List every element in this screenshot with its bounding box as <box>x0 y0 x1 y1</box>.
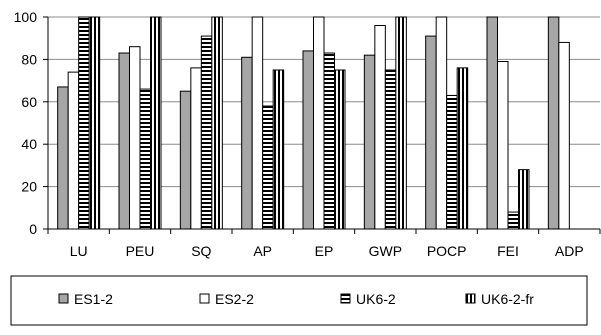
bar-UK6-2-fr-AP <box>272 69 285 230</box>
legend: ES1-2 ES2-2 UK6-2 UK6-2-fr <box>10 275 588 326</box>
y-tick-label: 80 <box>21 51 37 67</box>
bar-UK6-2-PEU <box>139 88 151 230</box>
x-tick-label: AP <box>253 243 272 259</box>
bar-UK6-2-POCP <box>446 94 458 230</box>
bar-ES1-2-FEI <box>486 16 498 230</box>
y-tick-label: 60 <box>21 94 37 110</box>
x-tick-label: SQ <box>191 243 211 259</box>
bar-UK6-2-fr-LU <box>88 16 101 230</box>
bar-ES1-2-LU <box>57 86 69 230</box>
axes: 0 20 40 60 80 100 LU PEU SQ AP EP GWP POCP FEI ADP <box>14 9 601 259</box>
bar-ES1-2-EP <box>302 50 314 230</box>
legend-label: ES1-2 <box>74 291 113 307</box>
y-tick-label: 40 <box>21 136 37 152</box>
x-tick-label: FEI <box>497 243 519 259</box>
x-tick-label: ADP <box>555 243 584 259</box>
bar-UK6-2-FEI <box>507 211 519 230</box>
legend-box <box>10 275 588 326</box>
legend-label: UK6-2 <box>356 291 396 307</box>
x-tick-label: LU <box>70 243 88 259</box>
bar-UK6-2-fr-PEU <box>150 16 162 230</box>
bar-ES1-2-AP <box>241 56 253 230</box>
bar-ES2-2-LU <box>67 71 80 230</box>
bar-ES2-2-FEI <box>497 61 509 230</box>
bar-ES2-2-PEU <box>129 46 141 230</box>
bars <box>57 16 570 230</box>
y-tick-label: 20 <box>21 179 37 195</box>
bar-UK6-2-fr-EP <box>334 69 346 230</box>
legend-swatch-UK6-2 <box>340 293 351 304</box>
bar-UK6-2-fr-POCP <box>456 67 469 230</box>
bar-ES2-2-GWP <box>374 24 386 230</box>
bar-UK6-2-fr-FEI <box>518 169 530 230</box>
bar-UK6-2-fr-SQ <box>211 16 223 230</box>
bar-ES1-2-ADP <box>547 16 560 230</box>
bar-ES1-2-PEU <box>118 52 130 230</box>
bar-ES1-2-SQ <box>179 90 192 230</box>
bar-UK6-2-GWP <box>384 69 397 230</box>
bar-ES1-2-POCP <box>425 35 437 230</box>
x-tick-label: GWP <box>369 243 402 259</box>
legend-label: ES2-2 <box>215 291 254 307</box>
x-tick-label: PEU <box>126 243 155 259</box>
y-tick-label: 100 <box>14 9 38 25</box>
bar-UK6-2-EP <box>323 52 335 230</box>
y-tick-label: 0 <box>29 221 37 237</box>
bar-ES2-2-ADP <box>558 41 570 230</box>
bar-ES2-2-SQ <box>190 67 202 230</box>
bar-ES2-2-EP <box>313 16 325 230</box>
bar-ES2-2-AP <box>251 16 264 230</box>
legend-swatch-UK6-2-fr <box>465 293 476 304</box>
bar-ES1-2-GWP <box>363 54 376 230</box>
x-tick-label: POCP <box>427 243 467 259</box>
bar-UK6-2-fr-GWP <box>395 16 407 230</box>
bar-ES2-2-POCP <box>435 16 448 230</box>
bar-UK6-2-AP <box>262 105 274 230</box>
legend-swatch-ES1-2 <box>58 293 69 304</box>
legend-label: UK6-2-fr <box>481 291 534 307</box>
legend-swatch-ES2-2 <box>199 293 210 304</box>
bar-UK6-2-SQ <box>200 35 213 230</box>
bar-UK6-2-LU <box>78 16 90 230</box>
x-tick-label: EP <box>315 243 334 259</box>
